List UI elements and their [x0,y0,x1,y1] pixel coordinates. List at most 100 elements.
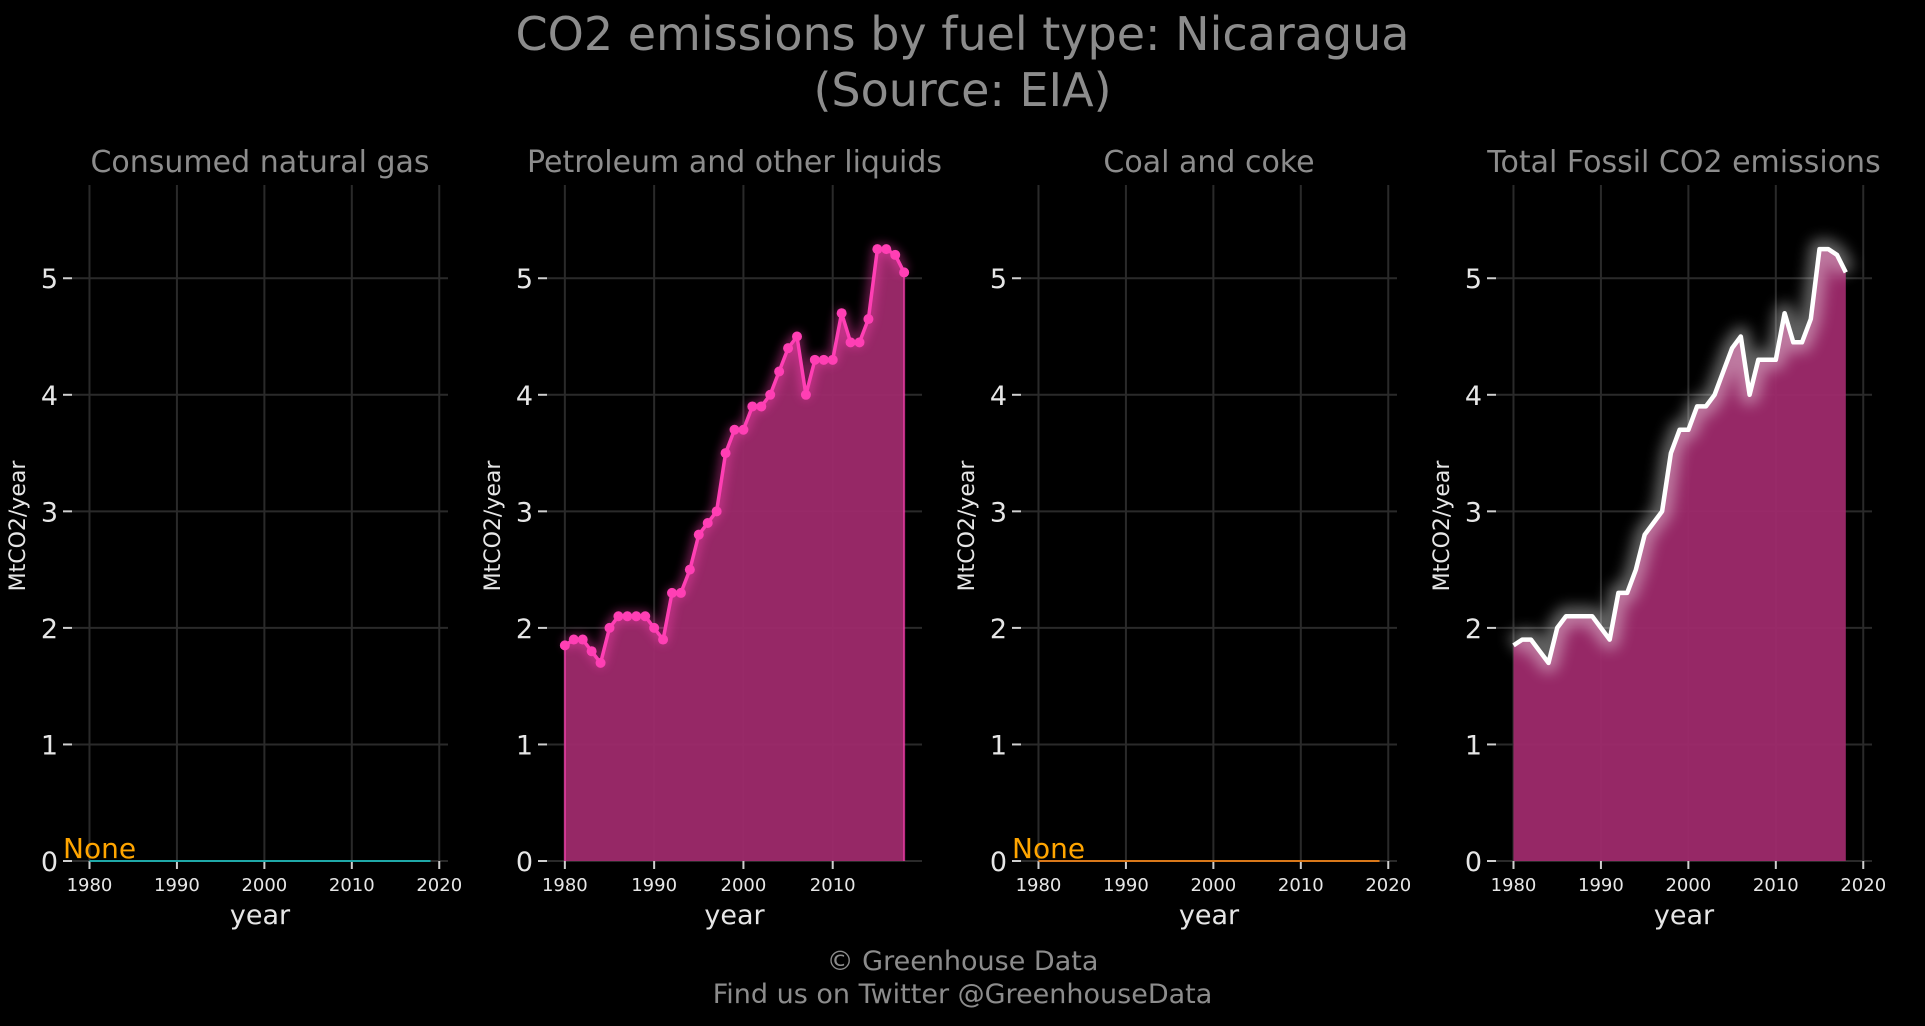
x-tick-label: 2000 [1190,875,1236,896]
y-tick-label: 2 [516,614,533,645]
data-point [774,366,785,377]
data-point [568,634,579,645]
y-tick-label: 5 [41,264,58,295]
data-point [818,354,829,365]
data-point [747,401,758,412]
data-point [738,424,749,435]
y-tick-label: 1 [516,730,533,761]
data-point [604,622,615,633]
data-point [577,634,588,645]
x-axis-label: year [230,900,291,931]
y-tick-label: 0 [1465,847,1482,878]
data-point [631,611,642,622]
twitter-text: Find us on Twitter @GreenhouseData [712,979,1213,1010]
x-tick-label: 1980 [67,875,113,896]
y-tick-label: 4 [516,381,533,412]
data-point [693,529,704,540]
title-line-1: CO2 emissions by fuel type: Nicaragua [515,7,1410,61]
series-line [1512,246,1848,666]
data-point [863,314,874,325]
x-axis-label: year [1654,900,1715,931]
data-point [845,337,856,348]
y-axis-label: MtCO2/year [481,460,506,592]
x-tick-label: 2000 [1665,875,1711,896]
data-point [649,622,660,633]
panel-title: Coal and coke [1103,145,1314,180]
panel-4: Total Fossil CO2 emissions 0 1 2 3 4 5 1980 1990… [1430,145,1886,931]
y-tick-label: 0 [516,847,533,878]
data-point [881,244,892,255]
x-axis-label: year [1179,900,1240,931]
panel-title: Total Fossil CO2 emissions [1486,145,1880,180]
y-tick-label: 4 [41,381,58,412]
x-axis-label: year [704,900,765,931]
data-point [658,634,669,645]
panel-1: Consumed natural gas 0 1 2 3 4 5 1980 1990 2000 20… [6,145,462,931]
y-tick-label: 1 [990,730,1007,761]
y-tick-label: 2 [41,614,58,645]
x-tick-label: 2000 [721,875,767,896]
x-tick-label: 2010 [329,875,375,896]
data-point [667,587,677,598]
y-axis-label: MtCO2/year [6,460,31,592]
data-point [827,354,838,365]
y-tick-label: 1 [41,730,58,761]
data-point [613,611,624,622]
data-point [684,564,695,575]
x-tick-label: 2000 [241,875,287,896]
data-point [899,267,910,278]
data-point [622,611,633,622]
data-point [783,343,794,354]
data-point [890,249,901,260]
x-tick-label: 1980 [542,875,588,896]
y-tick-label: 3 [990,497,1007,528]
y-tick-label: 4 [1465,381,1482,412]
y-tick-label: 2 [990,614,1007,645]
x-tick-label: 1990 [1103,875,1149,896]
none-annotation: None [1012,832,1085,865]
data-point [675,587,686,598]
panel-title: Petroleum and other liquids [527,145,942,180]
data-point [559,640,570,651]
title-line-2: (Source: EIA) [813,63,1112,117]
area-fill [564,249,905,862]
x-tick-label: 1980 [1016,875,1062,896]
data-point [756,401,767,412]
data-point [872,244,883,255]
chart-main-title: CO2 emissions by fuel type: Nicaragua (S… [0,6,1925,118]
x-tick-label: 1980 [1491,875,1537,896]
data-point [854,337,865,348]
data-point [792,331,802,342]
x-tick-label: 1990 [154,875,200,896]
data-point [809,354,820,365]
y-tick-label: 3 [41,497,58,528]
x-tick-label: 1990 [1578,875,1624,896]
y-tick-label: 1 [1465,730,1482,761]
y-tick-label: 3 [1465,497,1482,528]
x-tick-label: 2010 [810,875,856,896]
copyright-text: © Greenhouse Data [826,946,1099,977]
y-tick-label: 3 [516,497,533,528]
data-point [765,389,776,400]
y-tick-label: 5 [1465,264,1482,295]
data-point [720,448,731,459]
data-point [836,308,847,319]
panel-3: Coal and coke 0 1 2 3 4 5 1980 1990 2000 2010 2020 y… [955,145,1411,931]
y-tick-label: 5 [516,264,533,295]
footer: © Greenhouse Data Find us on Twitter @Gr… [0,945,1925,1011]
y-tick-label: 0 [990,847,1007,878]
x-tick-label: 1990 [631,875,677,896]
data-point [729,424,740,435]
data-point [586,646,597,657]
area-fill [1513,249,1846,862]
panel-title: Consumed natural gas [90,145,429,180]
x-tick-label: 2020 [1365,875,1411,896]
x-tick-label: 2020 [416,875,462,896]
data-point [711,506,722,517]
x-tick-label: 2020 [1840,875,1886,896]
x-tick-label: 2010 [1278,875,1324,896]
panel-2: Petroleum and other liquids 0 1 2 3 4 5 1980 199… [481,145,942,931]
y-tick-label: 0 [41,847,58,878]
y-tick-label: 5 [990,264,1007,295]
data-point [800,389,811,400]
